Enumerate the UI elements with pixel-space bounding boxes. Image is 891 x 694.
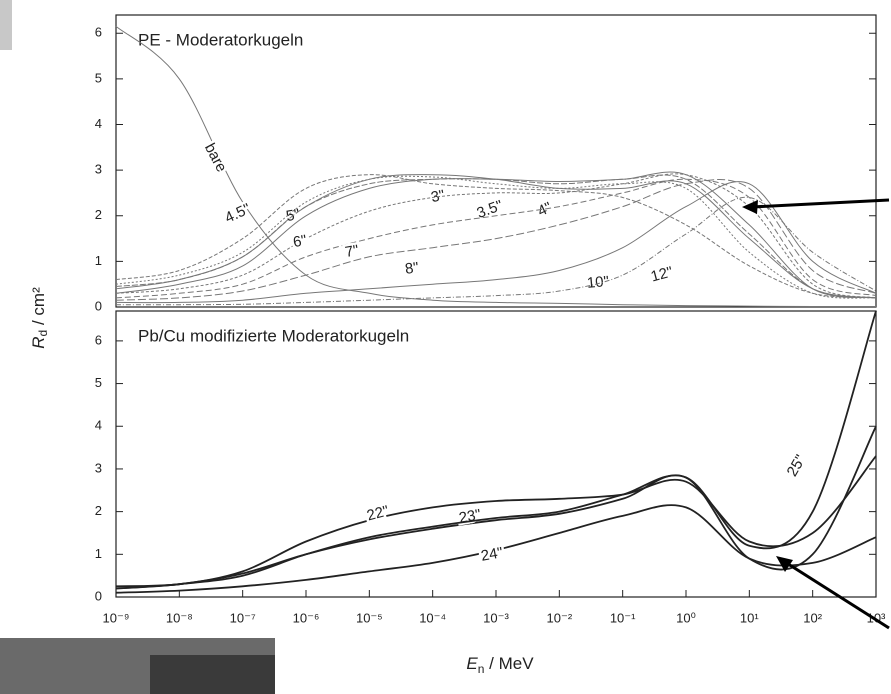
x-axis-label: En / MeV [466,654,534,676]
curve [115,175,877,299]
y-tick-label: 3 [95,460,102,475]
x-tick-label: 10⁻⁹ [103,610,130,625]
arrow [776,556,890,630]
curve-label: 25" [784,452,810,480]
curve-label: 6" [292,232,308,251]
curve [115,310,877,590]
x-tick-label: 10⁻⁴ [419,610,446,625]
y-tick-label: 0 [95,298,102,313]
arrow [742,198,890,214]
curve [115,504,877,594]
curve [115,181,877,304]
curve-label: 10" [586,273,609,292]
curve [115,425,877,590]
panel-title: Pb/Cu modifizierte Moderatorkugeln [138,326,409,345]
curve-label: 7" [344,242,360,261]
x-tick-label: 10⁻¹ [610,610,636,625]
x-tick-label: 10⁻³ [483,610,509,625]
y-tick-label: 5 [95,70,102,85]
y-tick-label: 2 [95,503,102,518]
x-tick-label: 10⁻⁷ [230,610,256,625]
y-tick-label: 0 [95,588,102,603]
y-tick-label: 6 [95,25,102,40]
background-fragment [0,0,12,50]
y-tick-label: 3 [95,162,102,177]
panel-title: PE - Moderatorkugeln [138,30,303,49]
curve-label: 8" [404,259,420,278]
x-tick-label: 10⁻² [547,610,573,625]
plot-frame [115,14,877,308]
y-tick-label: 4 [95,418,102,433]
x-tick-label: 10⁰ [676,610,696,625]
curve [115,26,877,308]
curve-label: 4.5" [222,200,253,226]
x-tick-label: 10² [803,610,822,625]
x-tick-label: 10⁻⁵ [356,610,383,625]
x-tick-label: 10⁻⁸ [166,610,193,625]
x-tick-label: 10¹ [740,610,759,625]
curve [115,179,877,301]
y-tick-label: 4 [95,116,102,131]
y-tick-label: 1 [95,546,102,561]
curve [115,174,877,299]
y-tick-label: 5 [95,375,102,390]
curve-label: 23" [458,506,483,527]
curve [115,455,877,588]
y-axis-label: Rd / cm² [29,287,50,349]
x-tick-label: 10⁻⁶ [293,610,320,625]
curve [115,174,877,299]
curve-label: 22" [365,502,391,524]
y-tick-label: 2 [95,207,102,222]
curve-label: 24" [480,544,505,565]
curve-label: 12" [649,263,675,285]
photo-fragment [150,655,275,694]
y-tick-label: 6 [95,332,102,347]
curve [115,171,877,299]
y-tick-label: 1 [95,253,102,268]
